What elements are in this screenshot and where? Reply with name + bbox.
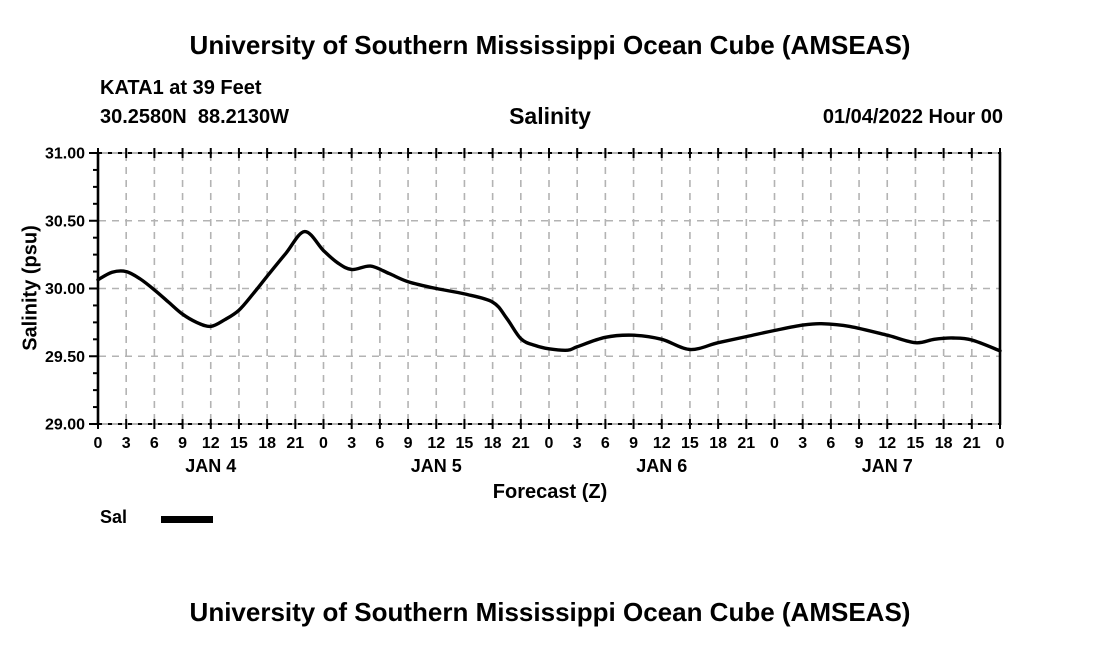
plot-title: Salinity xyxy=(509,103,591,129)
x-tick-label: 21 xyxy=(286,435,304,452)
page-title-top: University of Southern Mississippi Ocean… xyxy=(189,30,911,60)
y-axis-title: Salinity (psu) xyxy=(19,225,42,351)
x-tick-label: 15 xyxy=(456,435,474,452)
page-title-bottom: University of Southern Mississippi Ocean… xyxy=(189,597,911,627)
legend-line-swatch xyxy=(161,516,213,523)
x-tick-label: 18 xyxy=(935,435,953,452)
forecast-run-date: 01/04/2022 Hour 00 xyxy=(822,106,1003,128)
day-label: JAN 5 xyxy=(411,456,462,476)
x-tick-label: 0 xyxy=(94,435,103,452)
axis-labels: 29.00 29.50 30.00 30.50 31.00 0 3 6 9 12 15 18 21 0 3 6… xyxy=(45,146,1005,477)
x-tick-label: 21 xyxy=(512,435,530,452)
coordinates-label: 30.2580N 88.2130W xyxy=(100,106,290,128)
x-tick-label: 9 xyxy=(855,435,864,452)
x-tick-label: 9 xyxy=(404,435,413,452)
y-tick-label: 30.50 xyxy=(45,213,85,230)
x-tick-label: 15 xyxy=(230,435,248,452)
x-tick-label: 18 xyxy=(258,435,276,452)
x-tick-label: 3 xyxy=(122,435,131,452)
y-tick-label: 29.50 xyxy=(45,349,85,366)
x-tick-label: 15 xyxy=(681,435,699,452)
y-tick-label: 30.00 xyxy=(45,281,85,298)
x-tick-label: 0 xyxy=(770,435,779,452)
grid xyxy=(99,154,999,423)
x-tick-label: 3 xyxy=(798,435,807,452)
x-tick-label: 0 xyxy=(996,435,1005,452)
x-tick-label: 0 xyxy=(545,435,554,452)
y-tick-label: 31.00 xyxy=(45,146,85,163)
x-tick-label: 21 xyxy=(737,435,755,452)
x-tick-label: 18 xyxy=(484,435,502,452)
x-tick-label: 6 xyxy=(150,435,159,452)
x-tick-label: 6 xyxy=(601,435,610,452)
x-tick-label: 18 xyxy=(709,435,727,452)
x-tick-label: 12 xyxy=(878,435,896,452)
x-tick-label: 12 xyxy=(427,435,445,452)
series xyxy=(96,229,1002,353)
day-label: JAN 4 xyxy=(185,456,236,476)
day-label: JAN 6 xyxy=(636,456,687,476)
x-tick-label: 6 xyxy=(826,435,835,452)
x-tick-label: 9 xyxy=(629,435,638,452)
x-tick-label: 3 xyxy=(347,435,356,452)
x-axis-title: Forecast (Z) xyxy=(492,481,608,503)
x-tick-label: 12 xyxy=(653,435,671,452)
x-tick-label: 21 xyxy=(963,435,981,452)
x-tick-label: 12 xyxy=(202,435,220,452)
y-tick-label: 29.00 xyxy=(45,417,85,434)
x-tick-label: 15 xyxy=(907,435,925,452)
axis-ticks xyxy=(89,148,1001,429)
station-label: KATA1 at 39 Feet xyxy=(100,77,262,99)
x-tick-label: 6 xyxy=(375,435,384,452)
x-tick-label: 0 xyxy=(319,435,328,452)
salinity-line xyxy=(96,229,1002,353)
legend-label-sal: Sal xyxy=(100,507,128,527)
x-tick-label: 9 xyxy=(178,435,187,452)
x-tick-label: 3 xyxy=(573,435,582,452)
day-label: JAN 7 xyxy=(862,456,913,476)
